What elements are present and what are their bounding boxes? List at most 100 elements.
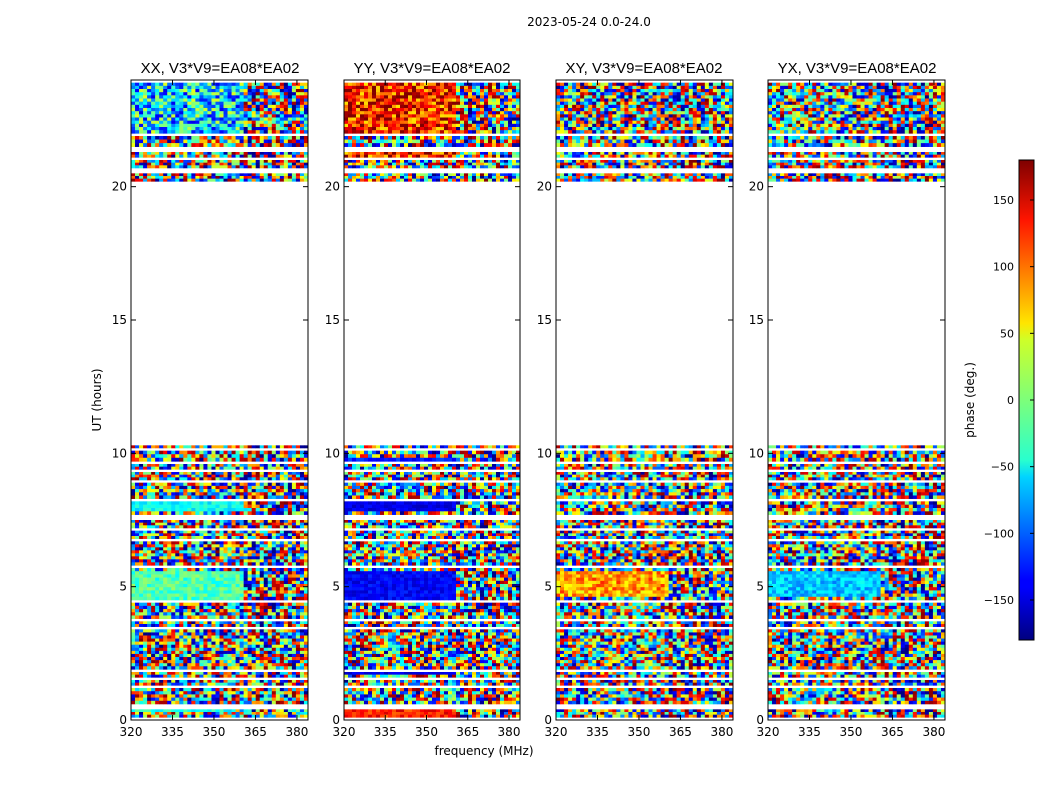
heatmap-cell [199,525,204,529]
heatmap-cell [251,464,256,467]
heatmap-cell [191,709,196,713]
heatmap-cell [199,120,204,125]
heatmap-cell [135,714,140,718]
heatmap-cell [279,590,285,594]
heatmap-cell [175,596,180,601]
heatmap-cell [460,714,465,718]
heatmap-cell [456,680,461,683]
heatmap-cell [215,556,220,560]
heatmap-cell [179,666,184,670]
heatmap-cell [368,697,373,702]
heatmap-cell [287,691,293,695]
heatmap-cell [243,691,248,695]
heatmap-cell [187,541,192,545]
heatmap-cell [167,612,172,616]
heatmap-cell [247,525,252,529]
heatmap-cell [259,176,265,179]
heatmap-cell [143,466,148,470]
heatmap-cell [299,466,305,470]
heatmap-cell [143,602,148,607]
heatmap-cell [295,445,301,449]
heatmap-cell [235,495,240,499]
heatmap-cell [199,82,204,87]
heatmap-cell [147,536,152,539]
heatmap-cell [267,501,273,505]
heatmap-cell [139,533,144,537]
heatmap-cell [504,697,509,702]
heatmap-cell [199,584,204,588]
heatmap-cell [275,454,281,459]
heatmap-cell [151,568,156,572]
heatmap-cell [492,700,497,705]
heatmap-cell [251,697,256,702]
heatmap-cell [291,647,297,652]
heatmap-cell [195,504,200,509]
heatmap-cell [179,117,184,121]
heatmap-cell [303,120,309,125]
heatmap-cell [476,700,481,705]
heatmap-cell [191,568,196,572]
heatmap-cell [183,114,188,118]
heatmap-cell [255,466,261,470]
heatmap-cell [476,688,481,692]
heatmap-cell [231,577,236,582]
heatmap-cell [219,609,224,613]
heatmap-cell [191,550,196,554]
heatmap-cell [416,697,421,702]
heatmap-cell [147,672,152,675]
heatmap-cell [295,176,301,179]
heatmap-cell [167,632,172,636]
heatmap-cell [179,130,184,134]
heatmap-cell [183,92,188,96]
heatmap-cell [163,697,168,702]
heatmap-cell [195,114,200,118]
heatmap-cell [139,477,144,481]
heatmap-cell [275,587,281,591]
heatmap-cell [227,550,232,554]
heatmap-cell [235,574,240,578]
heatmap-cell [159,638,164,642]
heatmap-cell [183,694,188,698]
heatmap-cell [263,82,269,87]
heatmap-cell [231,152,236,155]
heatmap-cell [291,450,297,455]
heatmap-cell [303,550,309,554]
heatmap-cell [135,120,140,125]
heatmap-cell [231,587,236,591]
heatmap-cell [203,700,208,705]
heatmap-cell [283,663,289,667]
heatmap-cell [247,621,252,625]
heatmap-cell [199,130,204,134]
heatmap-cell [131,541,136,545]
heatmap-cell [167,587,172,591]
heatmap-cell [368,694,373,698]
heatmap-cell [247,624,252,627]
heatmap-cell [207,624,212,627]
heatmap-cell [223,82,228,87]
heatmap-cell [167,450,172,455]
heatmap-cell [135,154,140,158]
heatmap-cell [199,697,204,702]
heatmap-cell [227,621,232,625]
heatmap-cell [287,674,293,678]
heatmap-cell [303,674,309,678]
heatmap-cell [195,101,200,106]
heatmap-cell [135,682,140,686]
heatmap-cell [143,477,148,481]
heatmap-cell [135,697,140,702]
heatmap-cell [283,482,289,487]
heatmap-cell [255,472,261,475]
heatmap-cell [223,495,228,499]
heatmap-cell [267,485,273,490]
heatmap-cell [440,682,445,686]
heatmap-cell [139,635,144,639]
heatmap-cell [151,697,156,702]
heatmap-cell [412,672,417,675]
heatmap-cell [291,108,297,112]
heatmap-cell [287,653,293,658]
heatmap-cell [291,111,297,115]
heatmap-cell [295,108,301,112]
heatmap-cell [207,644,212,649]
heatmap-cell [175,680,180,683]
heatmap-cell [227,492,232,496]
